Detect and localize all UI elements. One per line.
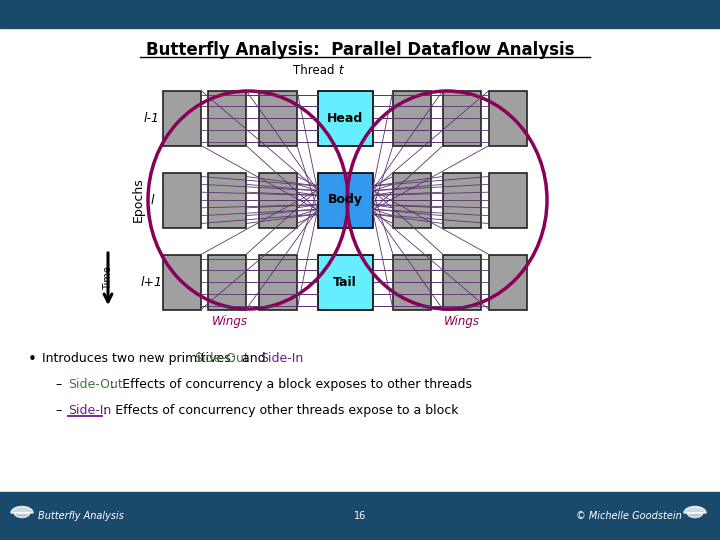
Polygon shape bbox=[11, 507, 33, 513]
Text: Butterfly Analysis: Butterfly Analysis bbox=[38, 511, 124, 521]
Bar bbox=[259, 172, 297, 227]
Polygon shape bbox=[684, 507, 706, 513]
Text: –: – bbox=[55, 378, 61, 391]
Bar bbox=[163, 254, 201, 309]
Text: Butterfly Analysis:  Parallel Dataflow Analysis: Butterfly Analysis: Parallel Dataflow An… bbox=[145, 41, 575, 59]
Polygon shape bbox=[14, 513, 30, 517]
Text: and: and bbox=[238, 352, 269, 365]
Text: 16: 16 bbox=[354, 511, 366, 521]
Text: •: • bbox=[28, 352, 37, 367]
Bar bbox=[208, 172, 246, 227]
Text: –: – bbox=[55, 404, 61, 417]
Text: :  Effects of concurrency other threads expose to a block: : Effects of concurrency other threads e… bbox=[103, 404, 459, 417]
Bar bbox=[208, 254, 246, 309]
Polygon shape bbox=[688, 513, 703, 517]
Polygon shape bbox=[684, 507, 706, 513]
Text: l-1: l-1 bbox=[144, 111, 160, 125]
Text: Thread: Thread bbox=[293, 64, 338, 78]
Text: Time: Time bbox=[103, 266, 113, 290]
Bar bbox=[163, 172, 201, 227]
Text: l+1: l+1 bbox=[141, 275, 163, 288]
Bar bbox=[318, 172, 372, 227]
Text: Side-Out: Side-Out bbox=[68, 378, 122, 391]
Text: Wings: Wings bbox=[212, 315, 248, 328]
Bar bbox=[489, 91, 527, 145]
Text: Head: Head bbox=[327, 111, 363, 125]
Text: Side-In: Side-In bbox=[68, 404, 112, 417]
Polygon shape bbox=[14, 513, 30, 517]
Bar bbox=[0, 0, 720, 28]
Text: Introduces two new primitives:: Introduces two new primitives: bbox=[42, 352, 243, 365]
Polygon shape bbox=[688, 513, 703, 517]
Bar bbox=[0, 492, 720, 540]
Text: Body: Body bbox=[328, 193, 362, 206]
Text: Tail: Tail bbox=[333, 275, 357, 288]
Bar bbox=[443, 91, 481, 145]
Bar bbox=[208, 91, 246, 145]
Text: Side-Out: Side-Out bbox=[194, 352, 248, 365]
Bar bbox=[259, 254, 297, 309]
Bar bbox=[489, 254, 527, 309]
Text: Epochs: Epochs bbox=[132, 178, 145, 222]
Bar bbox=[393, 91, 431, 145]
Text: t: t bbox=[338, 64, 343, 78]
Bar bbox=[443, 172, 481, 227]
Bar bbox=[318, 254, 372, 309]
Bar bbox=[318, 91, 372, 145]
Text: Side-In: Side-In bbox=[260, 352, 303, 365]
Text: :  Effects of concurrency a block exposes to other threads: : Effects of concurrency a block exposes… bbox=[110, 378, 472, 391]
Text: © Michelle Goodstein: © Michelle Goodstein bbox=[576, 511, 682, 521]
Bar bbox=[259, 91, 297, 145]
Bar bbox=[163, 91, 201, 145]
Polygon shape bbox=[11, 507, 33, 513]
Text: l: l bbox=[150, 193, 154, 206]
Bar bbox=[489, 172, 527, 227]
Bar bbox=[393, 172, 431, 227]
Text: Wings: Wings bbox=[444, 315, 480, 328]
Bar bbox=[443, 254, 481, 309]
Bar bbox=[393, 254, 431, 309]
